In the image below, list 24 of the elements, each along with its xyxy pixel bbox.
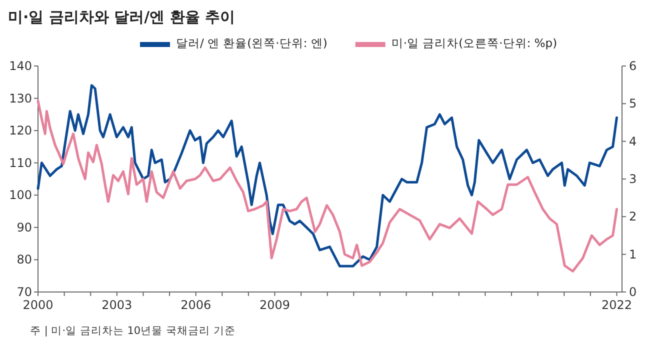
y-tick-label: 120 — [9, 124, 32, 138]
y-tick-label: 90 — [16, 220, 32, 234]
y2-tick-label: 6 — [629, 59, 637, 73]
y-tick-label: 80 — [16, 252, 32, 267]
y-tick-label: 130 — [9, 91, 32, 106]
legend-label: 달러/ 엔 환율(왼쪽·단위: 엔) — [176, 36, 328, 50]
y2-tick-label: 3 — [629, 172, 637, 186]
y2-tick-label: 0 — [629, 285, 637, 299]
y2-tick-label: 4 — [629, 134, 637, 148]
y-tick-label: 100 — [9, 188, 32, 202]
x-tick-label: 2000 — [22, 298, 54, 312]
y-tick-label: 70 — [16, 285, 32, 299]
y2-tick-label: 5 — [629, 96, 637, 111]
x-tick-label: 2003 — [102, 298, 132, 312]
x-tick-label: 2009 — [259, 298, 290, 312]
text: 주 | 미·일 금리차는 10년물 국채금리 기준 — [30, 325, 236, 337]
x-tick-label: 2022 — [601, 298, 632, 312]
y-tick-label: 140 — [9, 59, 32, 73]
y2-tick-label: 2 — [629, 210, 637, 224]
chart-title: 미·일 금리차와 달러/엔 환율 추이 — [8, 8, 236, 26]
y-tick-label: 110 — [9, 156, 32, 170]
legend-label: 미·일 금리차(오른쪽·단위: %p) — [391, 36, 558, 50]
x-tick-label: 2006 — [180, 298, 212, 312]
y2-tick-label: 1 — [629, 247, 637, 262]
